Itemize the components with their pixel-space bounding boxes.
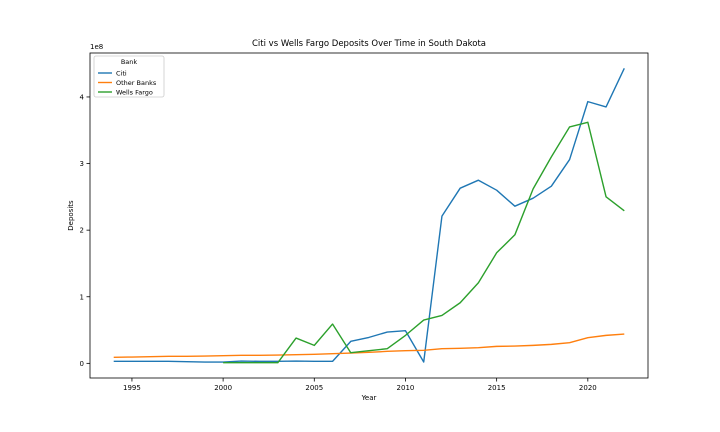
y-axis-label: Deposits	[67, 200, 75, 231]
legend-entry: Citi	[116, 69, 127, 77]
x-tick-label: 2010	[397, 384, 415, 392]
legend-title: Bank	[121, 58, 138, 66]
y-tick-label: 2	[80, 227, 84, 235]
legend-entry: Other Banks	[116, 79, 157, 87]
series-line-other-banks	[113, 333, 625, 359]
x-tick-label: 2005	[305, 384, 323, 392]
y-tick-label: 3	[80, 160, 84, 168]
y-tick-label: 4	[80, 93, 85, 101]
y-axis-offset-text: 1e8	[90, 43, 103, 51]
legend-entry: Wells Fargo	[116, 88, 153, 96]
y-tick-label: 1	[80, 293, 84, 301]
series-line-citi	[113, 68, 625, 363]
x-tick-label: 1995	[123, 384, 141, 392]
y-tick-label: 0	[80, 360, 84, 368]
x-axis-label: Year	[361, 394, 377, 402]
plot-area: 1995 2000 2005 2010 2015 2020 0 1 2 3 4	[80, 52, 649, 392]
plot-frame	[89, 52, 649, 379]
x-tick-label: 2020	[579, 384, 597, 392]
x-tick-label: 2015	[488, 384, 506, 392]
x-tick-label: 2000	[214, 384, 232, 392]
series-line-wells-fargo	[223, 121, 625, 364]
chart-title: Citi vs Wells Fargo Deposits Over Time i…	[252, 39, 486, 49]
legend-box	[93, 55, 165, 98]
